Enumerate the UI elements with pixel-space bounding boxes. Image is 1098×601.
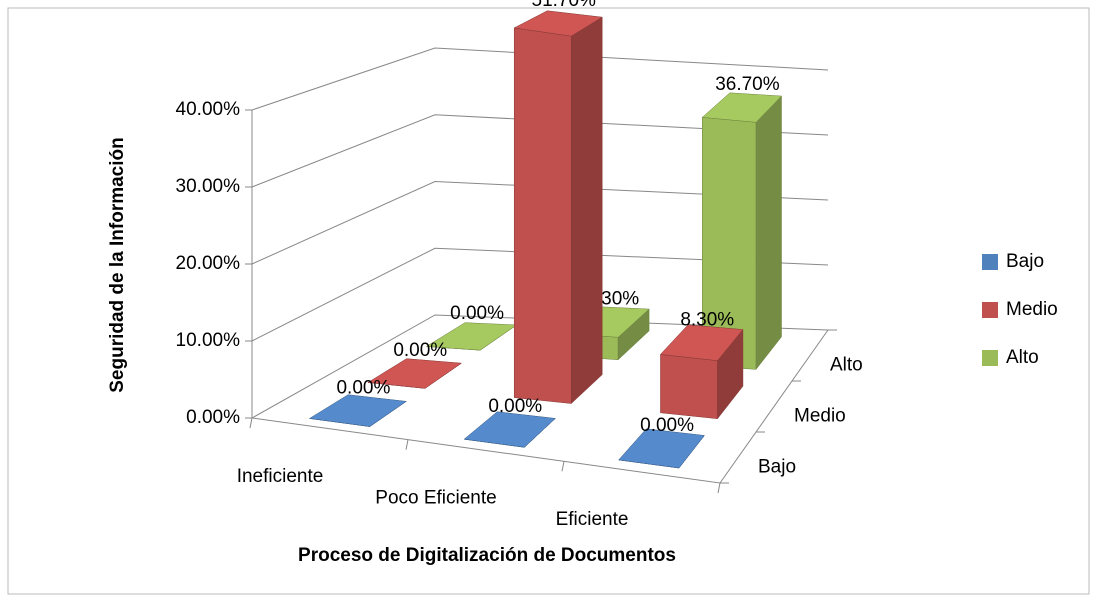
x-tick (405, 439, 409, 450)
bar-top (513, 10, 603, 37)
bar (463, 411, 556, 448)
legend-swatch (982, 302, 998, 318)
grid-line (251, 247, 829, 342)
bar-top (367, 358, 463, 389)
bar-top (659, 324, 744, 361)
z-tick-label: Medio (794, 406, 846, 427)
x-axis-title: Proceso de Digitalización de Documentos (298, 545, 676, 566)
grid-line (251, 114, 829, 188)
value-label: 0.00% (393, 340, 447, 361)
y-tick-label: 30.00% (176, 176, 241, 197)
x-tick (249, 417, 253, 429)
value-label: 8.30% (680, 309, 734, 330)
x-tick (717, 482, 721, 494)
y-tick-label: 10.00% (176, 330, 241, 351)
bar-top (308, 394, 407, 427)
axis-line (251, 110, 829, 484)
x-tick-label: Ineficiente (237, 466, 324, 487)
value-label: 51.70% (532, 0, 597, 11)
bar-front (513, 27, 572, 404)
legend-label: Medio (1006, 299, 1058, 320)
legend-label: Alto (1006, 347, 1039, 368)
y-tick-label: 40.00% (176, 99, 241, 120)
bar (618, 428, 705, 469)
bar-top (618, 428, 705, 469)
legend-swatch (982, 350, 998, 366)
bar (367, 358, 463, 389)
legend-swatch (982, 254, 998, 270)
value-label: 0.00% (488, 396, 542, 417)
value-label: 0.00% (336, 377, 390, 398)
y-tick-label: 20.00% (176, 253, 241, 274)
bar-side (755, 95, 782, 371)
grid-line (251, 314, 829, 419)
bar-front (660, 354, 718, 419)
x-tick-label: Eficiente (556, 509, 629, 530)
bar-top (463, 411, 556, 448)
legend-label: Bajo (1006, 251, 1044, 272)
x-tick-label: Poco Eficiente (375, 488, 496, 509)
z-tick-label: Alto (830, 355, 863, 376)
value-label: 36.70% (715, 74, 780, 95)
grid-line (251, 47, 829, 111)
bar-top (701, 92, 783, 123)
y-tick-label: 0.00% (186, 407, 240, 428)
bar (308, 394, 407, 427)
x-tick (561, 461, 565, 472)
y-axis-title: Seguridad de la Información (107, 137, 128, 393)
bar (513, 10, 603, 405)
value-label: 0.00% (640, 415, 694, 436)
z-tick-label: Bajo (758, 457, 796, 478)
bar-side (571, 16, 603, 405)
grid-line (251, 180, 829, 265)
bar (659, 324, 744, 420)
value-label: 0.00% (450, 303, 504, 324)
